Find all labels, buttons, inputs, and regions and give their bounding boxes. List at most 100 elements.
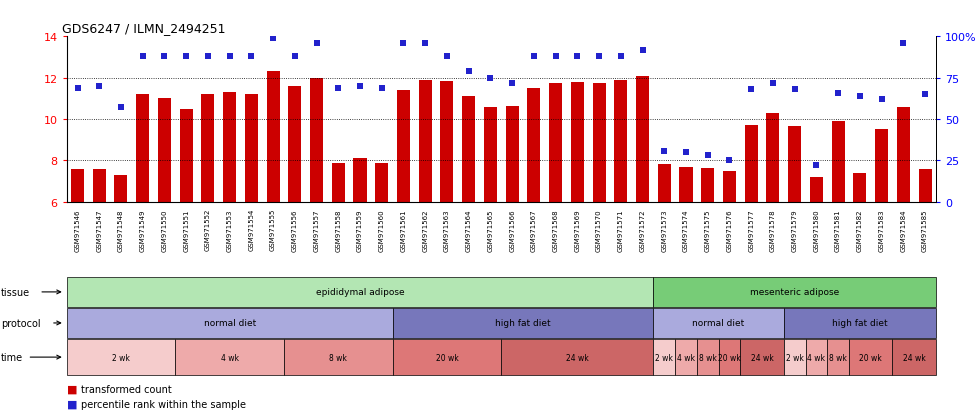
Bar xyxy=(718,339,740,375)
Point xyxy=(266,36,281,42)
Point xyxy=(70,85,85,92)
Point xyxy=(678,150,694,156)
Bar xyxy=(893,339,936,375)
Text: normal diet: normal diet xyxy=(204,319,256,328)
Bar xyxy=(918,169,932,202)
Text: ■: ■ xyxy=(67,399,77,409)
Text: time: time xyxy=(1,352,24,362)
Point xyxy=(917,92,933,98)
Bar xyxy=(675,339,697,375)
Bar xyxy=(658,164,670,202)
Bar xyxy=(67,339,175,375)
Text: 20 wk: 20 wk xyxy=(859,353,882,362)
Bar xyxy=(527,89,540,202)
Point xyxy=(612,54,628,60)
Text: percentile rank within the sample: percentile rank within the sample xyxy=(81,399,246,409)
Text: tissue: tissue xyxy=(1,287,30,297)
Bar xyxy=(570,83,584,202)
Bar xyxy=(832,122,845,202)
Point xyxy=(787,87,803,93)
Point xyxy=(744,87,760,93)
Text: high fat diet: high fat diet xyxy=(832,319,888,328)
Bar xyxy=(614,81,627,202)
Point xyxy=(113,105,128,112)
Point xyxy=(178,54,194,60)
Text: epididymal adipose: epididymal adipose xyxy=(316,288,405,297)
Bar xyxy=(332,163,345,202)
Point xyxy=(461,69,476,75)
Bar xyxy=(654,339,675,375)
Point xyxy=(91,83,107,90)
Bar xyxy=(310,78,323,202)
Bar xyxy=(284,339,393,375)
Text: 24 wk: 24 wk xyxy=(751,353,773,362)
Text: GDS6247 / ILMN_2494251: GDS6247 / ILMN_2494251 xyxy=(63,21,225,35)
Text: high fat diet: high fat diet xyxy=(495,319,551,328)
Point xyxy=(374,85,390,92)
Bar xyxy=(766,114,779,202)
Text: 2 wk: 2 wk xyxy=(786,353,804,362)
Point xyxy=(569,54,585,60)
Point xyxy=(526,54,542,60)
Point xyxy=(700,153,715,159)
Bar xyxy=(849,339,893,375)
Bar xyxy=(723,171,736,202)
Bar xyxy=(71,169,84,202)
Bar xyxy=(745,126,758,202)
Bar xyxy=(549,83,563,202)
Text: 24 wk: 24 wk xyxy=(566,353,589,362)
Text: 8 wk: 8 wk xyxy=(829,353,847,362)
Point xyxy=(548,54,564,60)
Bar xyxy=(136,95,149,202)
Bar xyxy=(827,339,849,375)
Bar xyxy=(501,339,654,375)
Text: transformed count: transformed count xyxy=(81,384,172,394)
Bar xyxy=(354,159,367,202)
Bar xyxy=(484,107,497,202)
Point xyxy=(635,47,651,54)
Point xyxy=(309,40,324,47)
Bar xyxy=(897,107,909,202)
Point xyxy=(830,90,846,97)
Point xyxy=(396,40,412,47)
Point xyxy=(135,54,151,60)
Text: mesenteric adipose: mesenteric adipose xyxy=(750,288,839,297)
Point xyxy=(852,93,867,100)
Point xyxy=(657,148,672,154)
Bar xyxy=(854,173,866,202)
Point xyxy=(896,40,911,47)
Point xyxy=(243,54,259,60)
Bar xyxy=(115,176,127,202)
Bar xyxy=(267,72,279,202)
Bar xyxy=(740,339,784,375)
Point xyxy=(287,54,303,60)
Text: ■: ■ xyxy=(67,384,77,394)
Bar xyxy=(788,127,802,202)
Text: 24 wk: 24 wk xyxy=(903,353,925,362)
Bar xyxy=(67,278,654,307)
Bar xyxy=(806,339,827,375)
Bar xyxy=(201,95,215,202)
Text: 2 wk: 2 wk xyxy=(112,353,130,362)
Bar xyxy=(636,76,649,202)
Text: 4 wk: 4 wk xyxy=(677,353,695,362)
Bar xyxy=(463,97,475,202)
Text: normal diet: normal diet xyxy=(693,319,745,328)
Point xyxy=(330,85,346,92)
Point xyxy=(765,80,781,87)
Bar xyxy=(393,339,502,375)
Bar xyxy=(784,339,806,375)
Bar xyxy=(697,339,718,375)
Point xyxy=(874,97,890,103)
Text: 20 wk: 20 wk xyxy=(435,353,459,362)
Text: protocol: protocol xyxy=(1,318,40,328)
Bar xyxy=(654,278,936,307)
Bar xyxy=(440,81,454,202)
Bar xyxy=(809,178,823,202)
Point xyxy=(482,75,498,82)
Point xyxy=(721,158,737,164)
Point xyxy=(352,83,368,90)
Point xyxy=(439,54,455,60)
Bar xyxy=(702,168,714,202)
Point xyxy=(200,54,216,60)
